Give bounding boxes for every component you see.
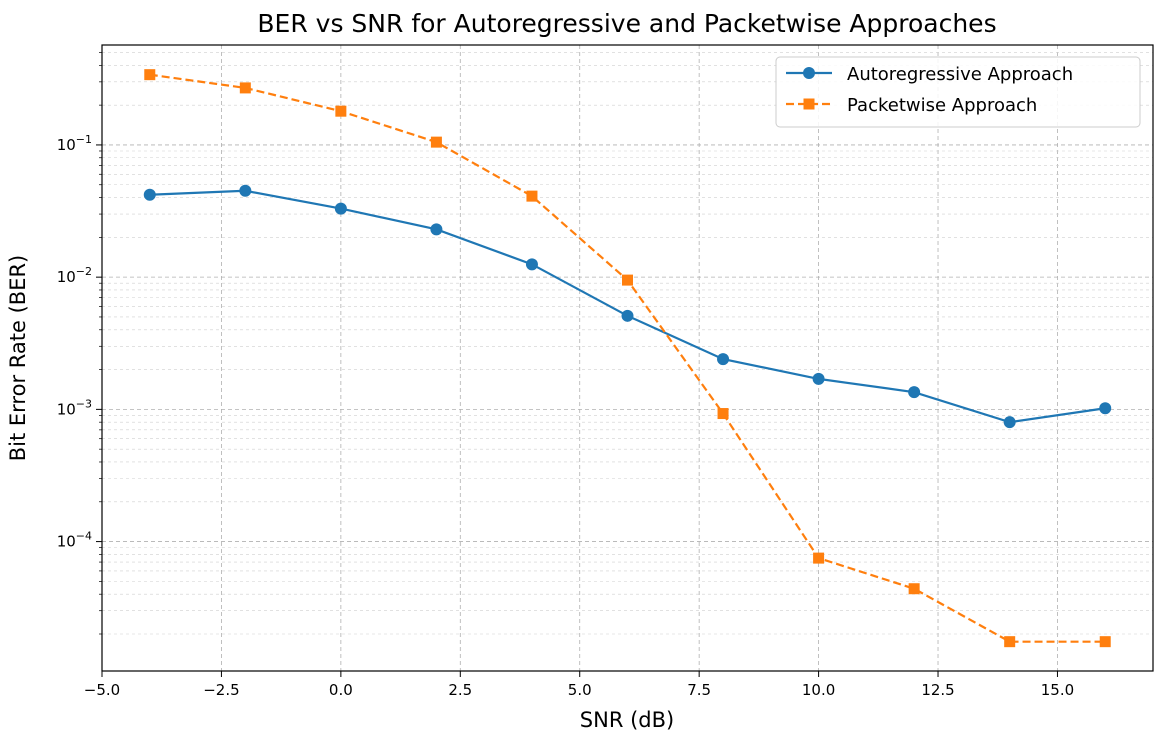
- data-point-autoregressive: [334, 202, 347, 215]
- data-point-packetwise: [1004, 636, 1016, 648]
- legend-marker-packetwise: [803, 98, 815, 110]
- data-point-autoregressive: [908, 386, 921, 399]
- data-point-autoregressive: [430, 223, 443, 236]
- data-point-autoregressive: [143, 188, 156, 201]
- data-point-packetwise: [908, 583, 920, 595]
- data-point-packetwise: [239, 82, 251, 94]
- y-tick-label: 10−1: [57, 133, 92, 154]
- data-point-autoregressive: [1003, 416, 1016, 429]
- data-point-packetwise: [526, 190, 538, 202]
- legend-marker-autoregressive: [803, 67, 815, 79]
- y-axis-title: Bit Error Rate (BER): [6, 255, 30, 462]
- x-axis-title: SNR (dB): [580, 708, 674, 732]
- x-tick-label: 2.5: [448, 681, 472, 699]
- x-tick-label: 5.0: [568, 681, 592, 699]
- x-tick-label: 7.5: [687, 681, 711, 699]
- data-point-autoregressive: [1099, 402, 1112, 415]
- data-point-packetwise: [717, 408, 729, 420]
- data-point-packetwise: [1099, 636, 1111, 648]
- data-point-packetwise: [622, 274, 633, 286]
- data-point-autoregressive: [717, 353, 730, 366]
- data-point-autoregressive: [621, 309, 634, 322]
- data-point-packetwise: [335, 105, 347, 117]
- data-point-packetwise: [813, 552, 825, 564]
- x-tick-label: 15.0: [1041, 681, 1074, 699]
- x-tick-label: 12.5: [921, 681, 954, 699]
- y-tick-label: 10−3: [57, 397, 92, 418]
- data-point-packetwise: [430, 136, 442, 148]
- x-tick-label: −2.5: [203, 681, 239, 699]
- data-point-packetwise: [144, 69, 156, 81]
- x-tick-label: −5.0: [84, 681, 120, 699]
- legend-label-packetwise: Packetwise Approach: [847, 95, 1037, 116]
- y-tick-label: 10−4: [57, 530, 92, 551]
- legend: Autoregressive Approach Packetwise Appro…: [775, 56, 1141, 128]
- plot-frame: [101, 44, 1154, 672]
- legend-label-autoregressive: Autoregressive Approach: [847, 64, 1073, 85]
- x-tick-label: 0.0: [329, 681, 353, 699]
- data-point-autoregressive: [239, 184, 252, 197]
- y-tick-label: 10−2: [57, 265, 92, 286]
- legend-box: [775, 56, 1141, 128]
- data-point-autoregressive: [812, 372, 825, 385]
- data-point-autoregressive: [525, 258, 538, 271]
- chart-title: BER vs SNR for Autoregressive and Packet…: [257, 9, 996, 38]
- x-tick-label: 10.0: [802, 681, 835, 699]
- series-line-packetwise: [149, 73, 1106, 643]
